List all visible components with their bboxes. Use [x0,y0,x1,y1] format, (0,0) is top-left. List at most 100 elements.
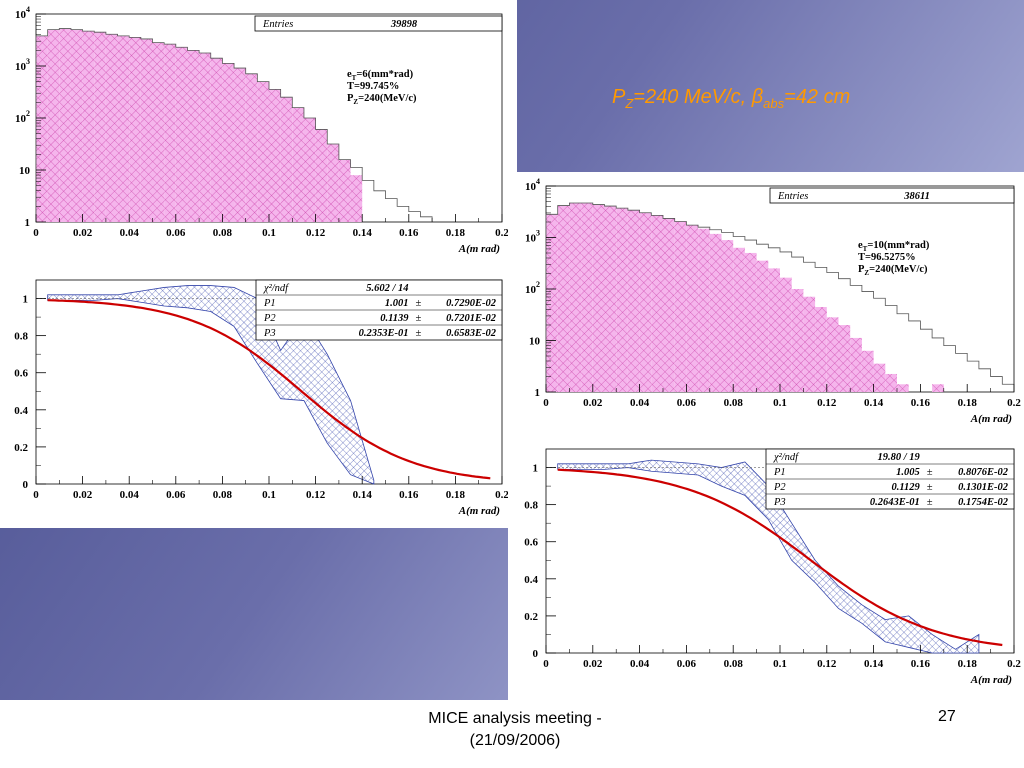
stats-value: 38611 [903,191,930,202]
y-tick-exponent: 2 [536,280,540,289]
stats-value: 39898 [390,19,418,30]
y-tick-label: 1 [23,294,29,306]
trans-left-chart: 0 0.2 0.4 0.6 0.8 1 0 0.02 0.04 0.06 0.08 0.1 0.12 0.… [14,279,509,517]
x-tick-label: 0.18 [958,658,978,670]
hist-bar [199,53,211,222]
x-tick-label: 0.08 [213,489,233,501]
x-tick-label: 0.12 [306,489,326,501]
stats-label: χ²/ndf [773,452,800,463]
x-tick-label: 0.14 [353,227,373,239]
stats-box [769,187,1015,204]
annotation-text: T=99.745% [347,81,399,92]
annotation-sub: Z [353,98,358,106]
hist-bar [721,240,734,392]
hist-bar [129,37,141,223]
hist-bar [885,373,897,392]
x-tick-label: 0.1 [262,489,276,501]
y-tick-base: 10 [525,284,537,296]
stats-error: 0.8076E-02 [958,467,1009,478]
x-axis-label: A(m rad) [458,505,500,517]
annotation-text: =10(mm*rad) [867,240,929,251]
annotation-line: T=96.5275% [858,252,916,263]
footer-line-2: (21/09/2006) [469,732,561,749]
x-tick-label: 0.14 [864,397,884,409]
stats-label: P3 [773,497,786,508]
hist-bar [815,307,827,392]
hist-bar [838,325,851,392]
hist-bar [175,47,188,222]
annotation-line: eT=10(mm*rad) [858,240,930,253]
x-tick-label: 0.02 [583,397,603,409]
hist-bar [744,252,757,392]
x-tick-label: 0.04 [120,489,140,501]
hist-bar [59,28,71,223]
hist-bar [269,89,281,223]
hist-bar [36,35,48,223]
hist-bar [803,296,816,392]
x-tick-label: 0.16 [399,227,419,239]
hist-bar [47,29,60,222]
y-tick-base: 10 [15,61,27,73]
annotation-text: =6(mm*rad) [356,69,413,80]
page-number: 27 [938,708,956,725]
x-tick-label: 0.04 [120,227,140,239]
annotation-text: e [347,69,352,80]
annotation-line: PZ=240(MeV/c) [347,93,417,106]
hist-bar [733,247,745,392]
left-panel: 1 10 102 103 104 0 0.02 0.04 0.06 0.08 0.1 0.12 0.14… [0,0,517,528]
annotation-text: =240(MeV/c) [358,93,417,104]
x-tick-label: 0.06 [166,489,186,501]
y-tick-base: 10 [15,9,27,21]
x-tick-label: 0.02 [73,227,93,239]
hist-bar [780,277,792,392]
stats-value: 1.001 [385,298,409,309]
x-tick-label: 0.04 [630,658,650,670]
x-tick-label: 0.06 [677,397,697,409]
annotation-text: e [858,240,863,251]
hist-bar [592,204,605,392]
stats-value: 0.2643E-01 [870,497,920,508]
x-tick-label: 0.08 [724,658,744,670]
y-tick-exponent: 4 [536,177,540,186]
hist-bar [897,384,909,392]
slide-headline: PZ=240 MeV/c, βabs=42 cm [612,86,851,111]
hist-bar [709,233,722,392]
stats-value: 0.1129 [891,482,920,493]
hist-bar [627,210,640,392]
x-tick-label: 0.2 [1007,397,1021,409]
hist-bar [105,34,118,222]
hist-bar [663,218,675,392]
annotation-text: P [858,264,865,275]
x-tick-label: 0.2 [495,489,509,501]
x-tick-label: 0.18 [446,489,466,501]
annotation-line: T=99.745% [347,81,399,92]
stats-label: P1 [263,298,276,309]
y-tick-base: 10 [19,165,31,177]
y-tick-label: 103 [15,57,30,73]
y-tick-label: 0.6 [524,537,538,549]
hist-bar [245,73,258,222]
x-tick-label: 0.12 [817,658,837,670]
hist-bar [292,107,304,222]
y-tick-base: 10 [15,113,27,125]
annotation-text: T=96.5275% [858,252,916,263]
hist-bar [350,175,363,222]
right-panel: 1 10 102 103 104 0 0.02 0.04 0.06 0.08 0.1 0.12 0.14… [508,172,1024,700]
hist-bar [639,212,652,392]
y-tick-base: 1 [535,387,541,399]
stats-label: χ²/ndf [263,283,290,294]
hist-bar [187,50,200,223]
x-tick-label: 0.16 [399,489,419,501]
hist-bar [234,68,246,222]
hist-bar [826,317,839,392]
hist-bar [604,206,617,392]
hist-bar [257,81,269,222]
y-tick-label: 104 [15,5,30,21]
y-tick-base: 10 [529,336,541,348]
hist-bar [861,350,874,392]
stats-label: Entries [777,191,808,202]
y-tick-base: 10 [525,233,537,245]
y-tick-label: 0.4 [524,574,538,586]
y-tick-label: 0.6 [14,368,28,380]
stats-label: P2 [773,482,786,493]
